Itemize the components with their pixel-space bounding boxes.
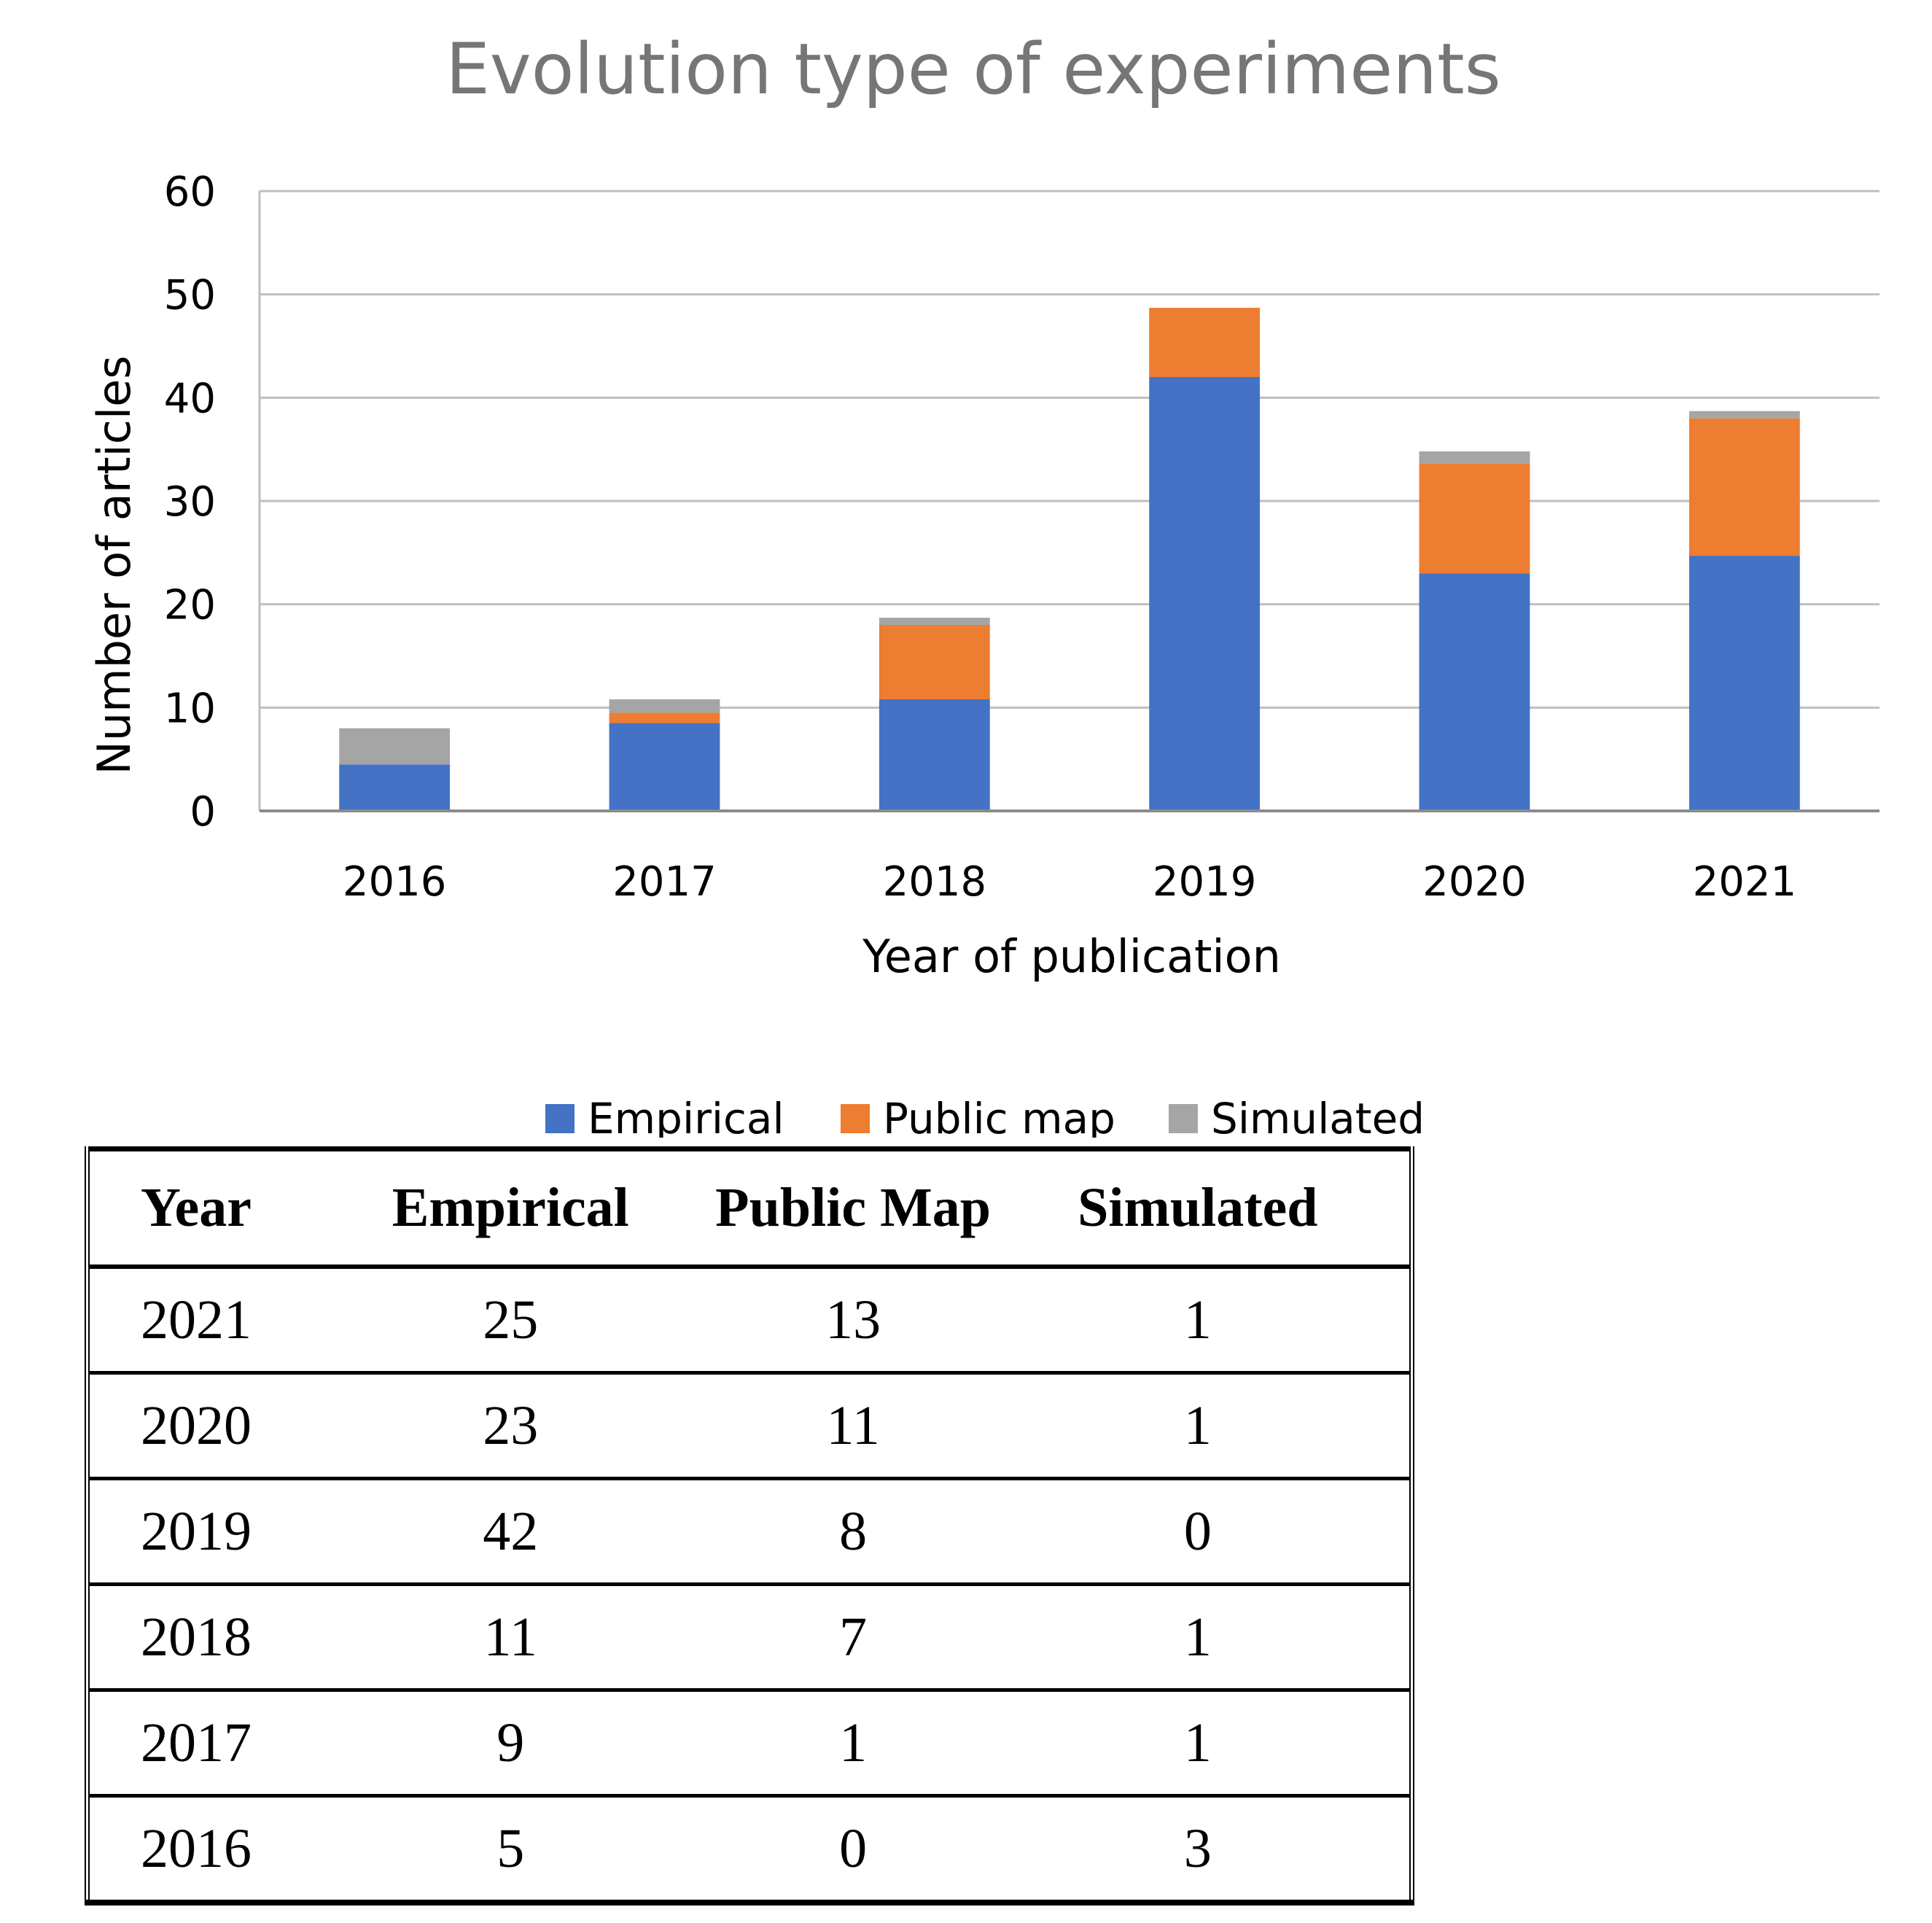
- legend-label-public-map: Public map: [883, 1094, 1115, 1138]
- y-tick-label: 20: [164, 582, 216, 629]
- axes: 0 10 20 30 40 50 60 2016 2017 2018 2019 2020 2021: [164, 168, 1880, 906]
- x-tick-label: 2019: [1153, 858, 1257, 906]
- data-table: Year Empirical Public Map Simulated 2021…: [85, 1146, 1414, 1905]
- stacked-bar-chart: Evolution type of experiments 0 10 20 30 40 5…: [87, 28, 1880, 1138]
- bar-public-map-2021: [1688, 418, 1800, 556]
- y-tick-label: 10: [164, 685, 216, 732]
- gridlines: [260, 190, 1880, 709]
- cell-public-map: 13: [669, 1267, 1037, 1375]
- legend-swatch-public-map: [841, 1104, 870, 1133]
- legend-label-empirical: Empirical: [588, 1094, 784, 1138]
- bar-public-map-2019: [1149, 308, 1261, 377]
- bar-empirical-2021: [1688, 556, 1800, 811]
- y-axis-title: Number of articles: [87, 355, 141, 774]
- cell-year: 2018: [141, 1584, 352, 1692]
- cell-year: 2021: [141, 1267, 352, 1375]
- cell-simulated: 1: [1037, 1690, 1358, 1798]
- table-edge-right: [1358, 1146, 1414, 1269]
- header-simulated: Simulated: [1037, 1146, 1358, 1269]
- bar-empirical-2017: [609, 723, 720, 811]
- bar-empirical-2018: [879, 699, 990, 811]
- bar-simulated-2021: [1688, 411, 1800, 419]
- x-tick-label: 2016: [343, 858, 447, 906]
- cell-simulated: 1: [1037, 1267, 1358, 1375]
- table-row: 2018 11 7 1: [85, 1584, 1414, 1692]
- y-tick-label: 60: [164, 168, 216, 216]
- table-row: 2017 9 1 1: [85, 1690, 1414, 1798]
- bar-public-map-2018: [879, 625, 990, 699]
- legend-swatch-simulated: [1169, 1104, 1198, 1133]
- cell-year: 2017: [141, 1690, 352, 1798]
- y-tick-label: 0: [190, 788, 216, 836]
- bar-simulated-2018: [879, 618, 990, 625]
- cell-public-map: 7: [669, 1584, 1037, 1692]
- cell-empirical: 5: [352, 1795, 669, 1905]
- cell-year: 2016: [141, 1795, 352, 1905]
- x-tick-label: 2020: [1422, 858, 1527, 906]
- table-row: 2021 25 13 1: [85, 1267, 1414, 1375]
- cell-public-map: 0: [669, 1795, 1037, 1905]
- bar-simulated-2016: [339, 728, 451, 765]
- cell-empirical: 11: [352, 1584, 669, 1692]
- bar-public-map-2020: [1419, 464, 1530, 574]
- cell-empirical: 23: [352, 1372, 669, 1480]
- cell-simulated: 0: [1037, 1478, 1358, 1586]
- chart-title: Evolution type of experiments: [445, 28, 1501, 110]
- x-tick-label: 2021: [1693, 858, 1797, 906]
- table-edge-left: [85, 1146, 141, 1269]
- x-tick-label: 2018: [883, 858, 987, 906]
- cell-public-map: 8: [669, 1478, 1037, 1586]
- table-header-row: Year Empirical Public Map Simulated: [85, 1146, 1414, 1269]
- cell-empirical: 25: [352, 1267, 669, 1375]
- cell-public-map: 11: [669, 1372, 1037, 1480]
- y-tick-label: 40: [164, 375, 216, 422]
- bar-public-map-2017: [609, 712, 720, 723]
- legend-swatch-empirical: [545, 1104, 574, 1133]
- table-row: 2020 23 11 1: [85, 1372, 1414, 1480]
- x-tick-label: 2017: [612, 858, 717, 906]
- cell-year: 2020: [141, 1372, 352, 1480]
- header-year: Year: [141, 1146, 352, 1269]
- bar-simulated-2017: [609, 699, 720, 713]
- cell-public-map: 1: [669, 1690, 1037, 1798]
- bar-empirical-2019: [1149, 377, 1261, 811]
- cell-simulated: 3: [1037, 1795, 1358, 1905]
- header-empirical: Empirical: [352, 1146, 669, 1269]
- legend: Empirical Public map Simulated: [545, 1094, 1425, 1138]
- cell-empirical: 42: [352, 1478, 669, 1586]
- bar-empirical-2016: [339, 764, 451, 811]
- y-tick-label: 30: [164, 478, 216, 526]
- bar-simulated-2020: [1419, 451, 1530, 464]
- legend-label-simulated: Simulated: [1211, 1094, 1425, 1138]
- cell-simulated: 1: [1037, 1372, 1358, 1480]
- bars: [339, 308, 1800, 811]
- cell-year: 2019: [141, 1478, 352, 1586]
- header-public-map: Public Map: [669, 1146, 1037, 1269]
- y-tick-label: 50: [164, 272, 216, 319]
- cell-simulated: 1: [1037, 1584, 1358, 1692]
- bar-empirical-2020: [1419, 573, 1530, 811]
- cell-empirical: 9: [352, 1690, 669, 1798]
- x-axis-title: Year of publication: [862, 930, 1281, 983]
- table-row: 2019 42 8 0: [85, 1478, 1414, 1586]
- table-row: 2016 5 0 3: [85, 1795, 1414, 1905]
